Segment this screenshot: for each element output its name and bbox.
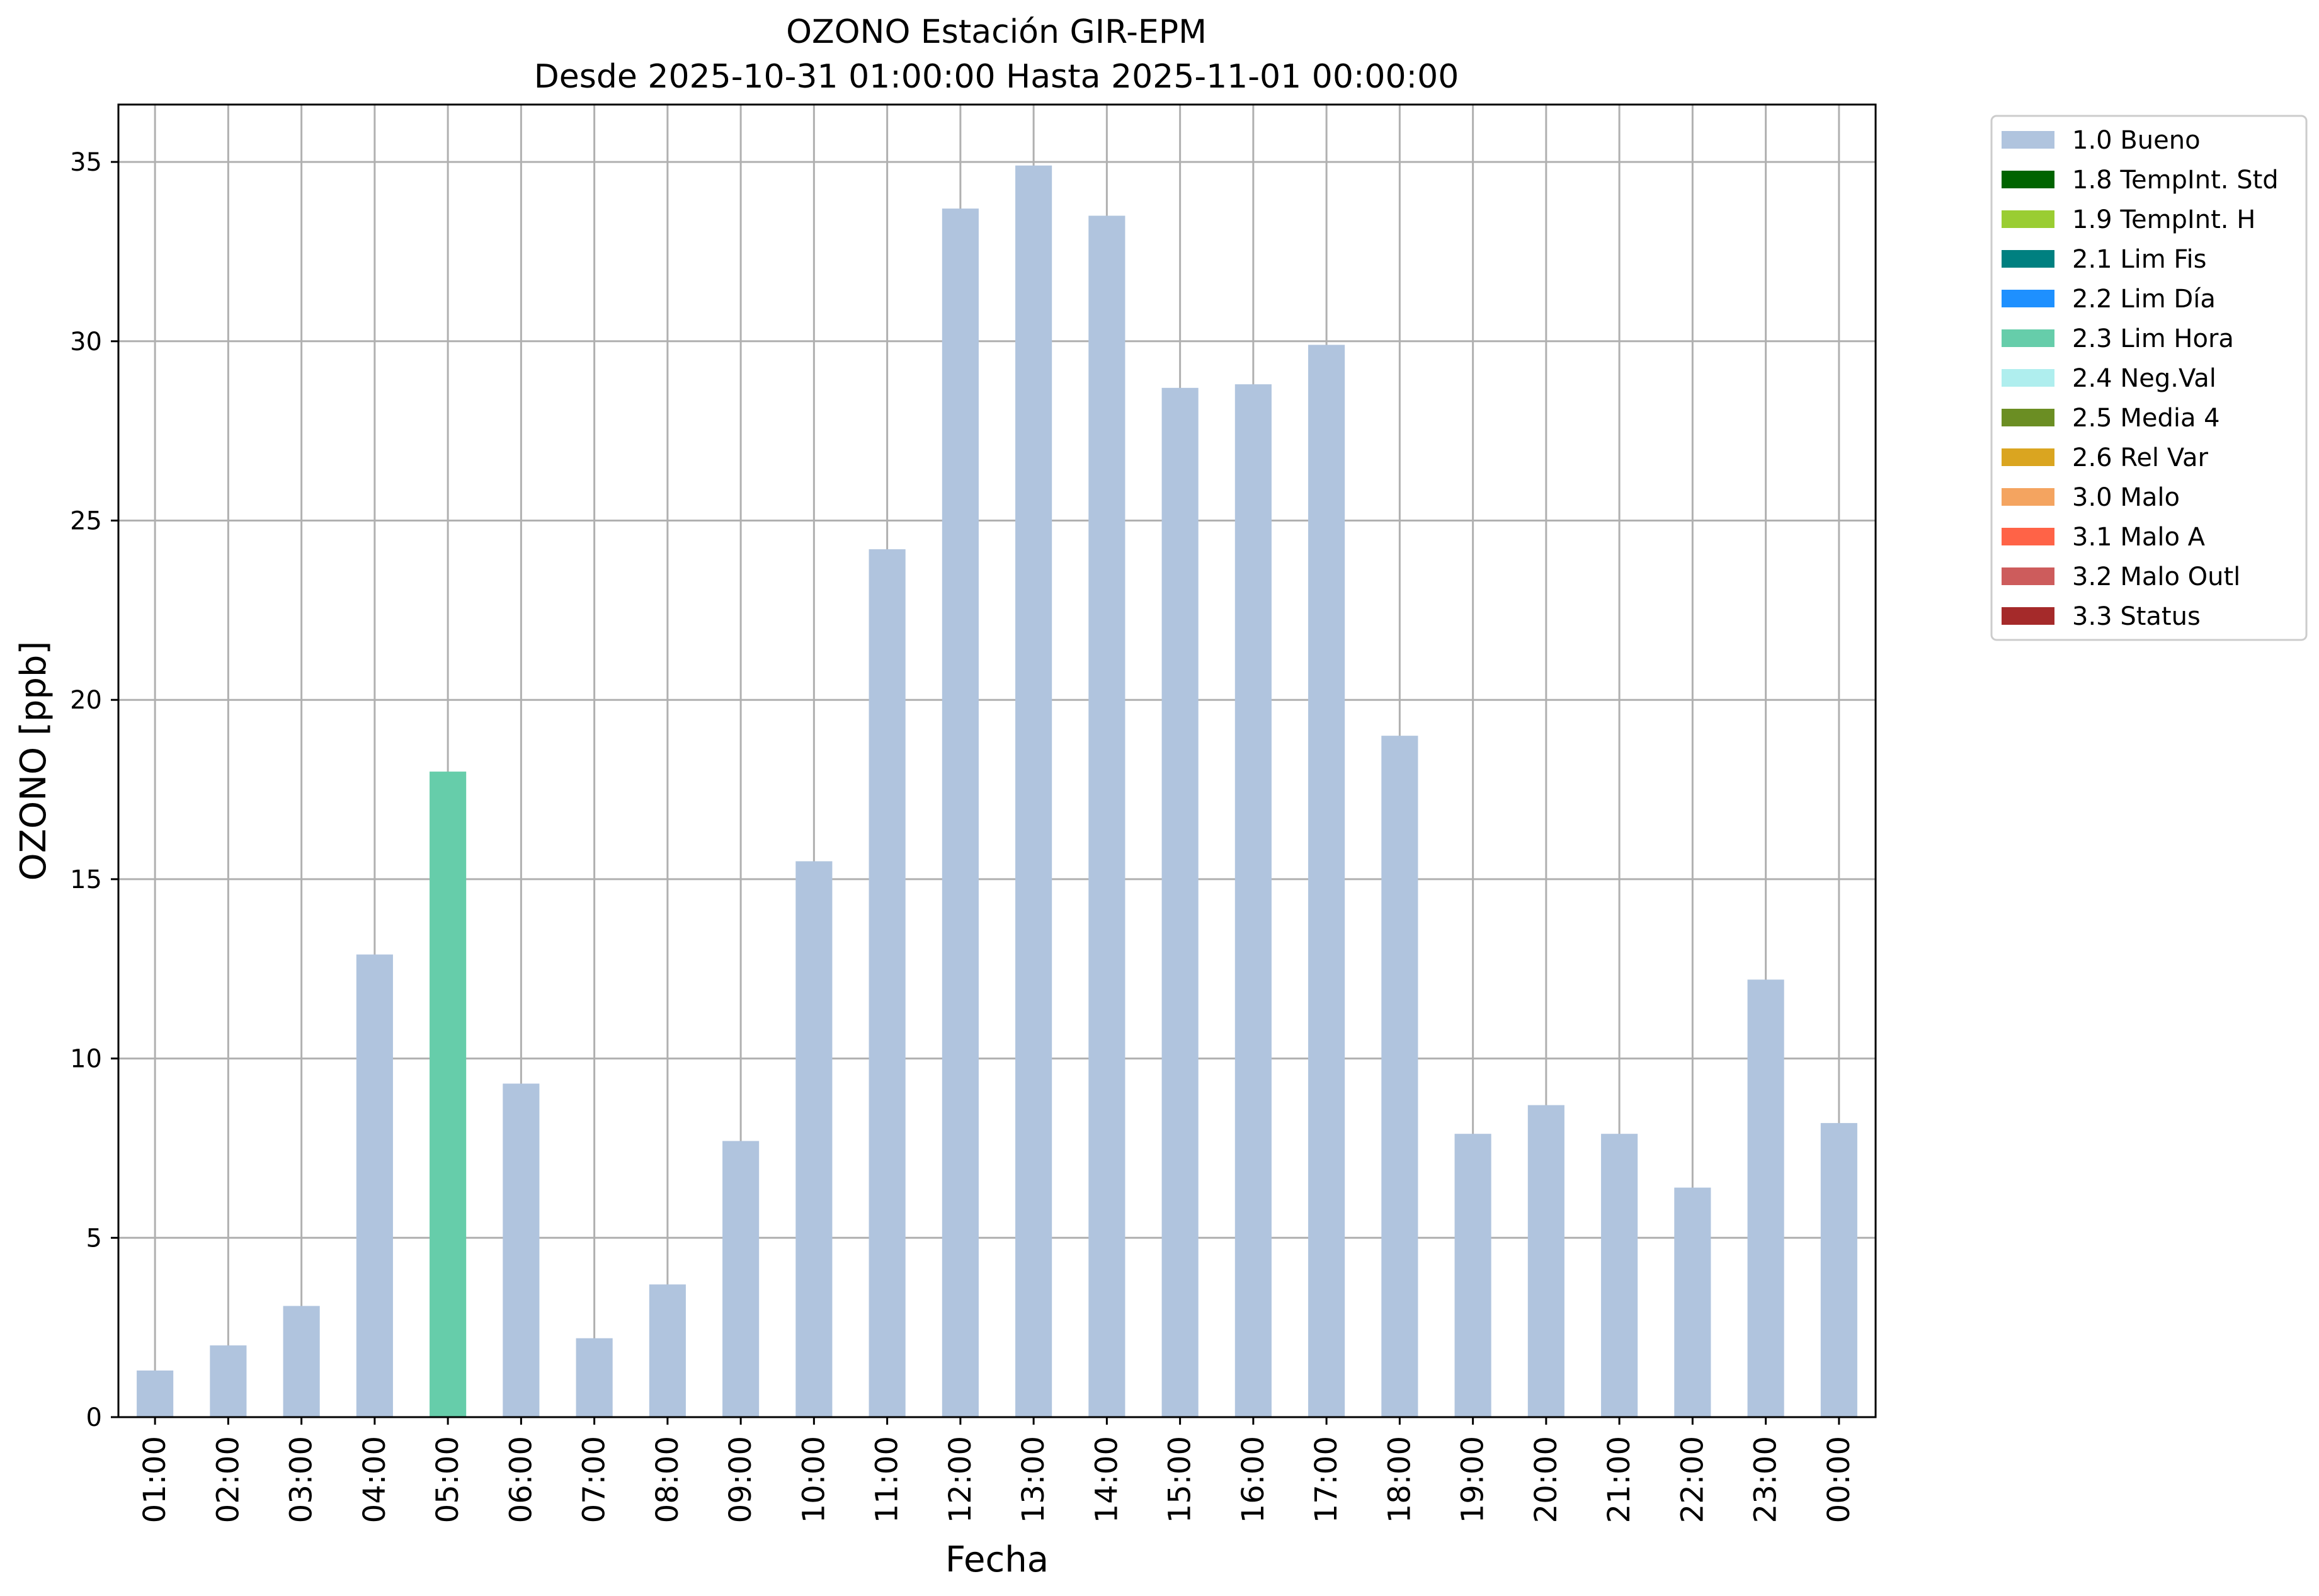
x-tick-label: 19:00 — [1456, 1436, 1491, 1523]
x-tick-label: 18:00 — [1382, 1436, 1417, 1523]
legend-swatch — [2002, 171, 2054, 188]
x-tick-label: 23:00 — [1748, 1436, 1784, 1523]
x-tick-label: 20:00 — [1529, 1436, 1564, 1523]
x-tick-label: 12:00 — [943, 1436, 978, 1523]
x-tick-label: 06:00 — [503, 1436, 538, 1523]
bar-15:00 — [1161, 387, 1199, 1417]
x-tick-label: 22:00 — [1675, 1436, 1710, 1523]
bar-17:00 — [1308, 345, 1345, 1417]
x-tick-label: 08:00 — [650, 1436, 685, 1523]
y-axis: 0 5 10 15 20 25 30 35 — [70, 148, 118, 1432]
x-axis: 01:00 02:00 03:00 04:00 05:00 06:00 07:00 08:00… — [137, 1417, 1857, 1523]
x-tick-label: 15:00 — [1163, 1436, 1198, 1523]
x-tick-label: 21:00 — [1602, 1436, 1637, 1523]
legend-label: 2.4 Neg.Val — [2072, 364, 2216, 393]
legend-swatch — [2002, 567, 2054, 585]
bar-07:00 — [576, 1338, 613, 1417]
bars — [137, 165, 1857, 1418]
legend-swatch — [2002, 329, 2054, 347]
legend-swatch — [2002, 369, 2054, 387]
bar-06:00 — [503, 1083, 540, 1417]
legend-label: 2.3 Lim Hora — [2072, 324, 2234, 353]
bar-00:00 — [1820, 1123, 1857, 1417]
bar-11:00 — [869, 549, 906, 1417]
bar-16:00 — [1234, 384, 1272, 1418]
legend-label: 2.2 Lim Día — [2072, 285, 2216, 314]
y-tick-label: 10 — [70, 1045, 102, 1074]
x-axis-label: Fecha — [945, 1539, 1049, 1580]
legend-label: 3.0 Malo — [2072, 483, 2180, 512]
bar-03:00 — [283, 1306, 320, 1417]
y-tick-label: 35 — [70, 148, 102, 177]
legend-label: 2.1 Lim Fis — [2072, 245, 2206, 274]
x-tick-label: 04:00 — [357, 1436, 392, 1523]
legend-label: 2.6 Rel Var — [2072, 443, 2209, 472]
legend-swatch — [2002, 250, 2054, 268]
legend-swatch — [2002, 528, 2054, 545]
x-tick-label: 02:00 — [210, 1436, 246, 1523]
legend-swatch — [2002, 607, 2054, 625]
bar-01:00 — [137, 1370, 174, 1417]
x-tick-label: 16:00 — [1236, 1436, 1271, 1523]
y-tick-label: 25 — [70, 507, 102, 536]
x-tick-label: 03:00 — [284, 1436, 319, 1523]
bar-22:00 — [1674, 1187, 1711, 1417]
bar-08:00 — [649, 1284, 686, 1417]
legend-label: 3.3 Status — [2072, 602, 2201, 631]
legend-swatch — [2002, 448, 2054, 466]
y-tick-label: 15 — [70, 865, 102, 894]
bar-13:00 — [1015, 165, 1052, 1417]
bar-14:00 — [1088, 215, 1125, 1417]
plot-frame — [117, 103, 1877, 1418]
legend-swatch — [2002, 488, 2054, 506]
legend: 1.0 Bueno 1.8 TempInt. Std 1.9 TempInt. H 2… — [1990, 115, 2308, 641]
y-tick-label: 0 — [86, 1403, 102, 1432]
bar-21:00 — [1601, 1134, 1638, 1417]
x-tick-label: 00:00 — [1821, 1436, 1857, 1523]
x-tick-label: 07:00 — [577, 1436, 612, 1523]
bar-20:00 — [1527, 1105, 1564, 1417]
chart-title: OZONO Estación GIR-EPM — [786, 13, 1207, 51]
legend-label: 3.2 Malo Outl — [2072, 562, 2240, 591]
x-tick-label: 14:00 — [1089, 1436, 1124, 1523]
y-axis-label: OZONO [ppb] — [13, 641, 54, 881]
legend-label: 2.5 Media 4 — [2072, 404, 2220, 433]
legend-label: 1.9 TempInt. H — [2072, 205, 2255, 234]
x-tick-label: 05:00 — [430, 1436, 465, 1523]
legend-swatch — [2002, 131, 2054, 149]
chart-subtitle: Desde 2025-10-31 01:00:00 Hasta 2025-11-… — [534, 58, 1459, 96]
bar-19:00 — [1454, 1134, 1491, 1417]
bar-23:00 — [1747, 979, 1784, 1417]
y-tick-label: 5 — [86, 1224, 102, 1253]
bar-02:00 — [210, 1345, 247, 1417]
x-tick-label: 10:00 — [796, 1436, 831, 1523]
bar-05:00 — [430, 772, 467, 1417]
bar-18:00 — [1381, 736, 1418, 1417]
y-tick-label: 30 — [70, 328, 102, 356]
bar-09:00 — [722, 1141, 760, 1417]
bar-12:00 — [942, 208, 979, 1417]
x-tick-label: 13:00 — [1016, 1436, 1051, 1523]
bar-10:00 — [795, 861, 833, 1417]
x-tick-label: 09:00 — [723, 1436, 758, 1523]
bar-04:00 — [356, 954, 393, 1417]
legend-swatch — [2002, 210, 2054, 228]
y-tick-label: 20 — [70, 686, 102, 715]
legend-label: 1.8 TempInt. Std — [2072, 166, 2279, 195]
legend-label: 1.0 Bueno — [2072, 126, 2201, 155]
x-tick-label: 11:00 — [870, 1436, 905, 1523]
x-tick-label: 17:00 — [1309, 1436, 1344, 1523]
legend-frame — [1990, 115, 2308, 641]
x-tick-label: 01:00 — [137, 1436, 173, 1523]
legend-label: 3.1 Malo A — [2072, 523, 2206, 552]
legend-swatch — [2002, 409, 2054, 426]
legend-swatch — [2002, 290, 2054, 307]
